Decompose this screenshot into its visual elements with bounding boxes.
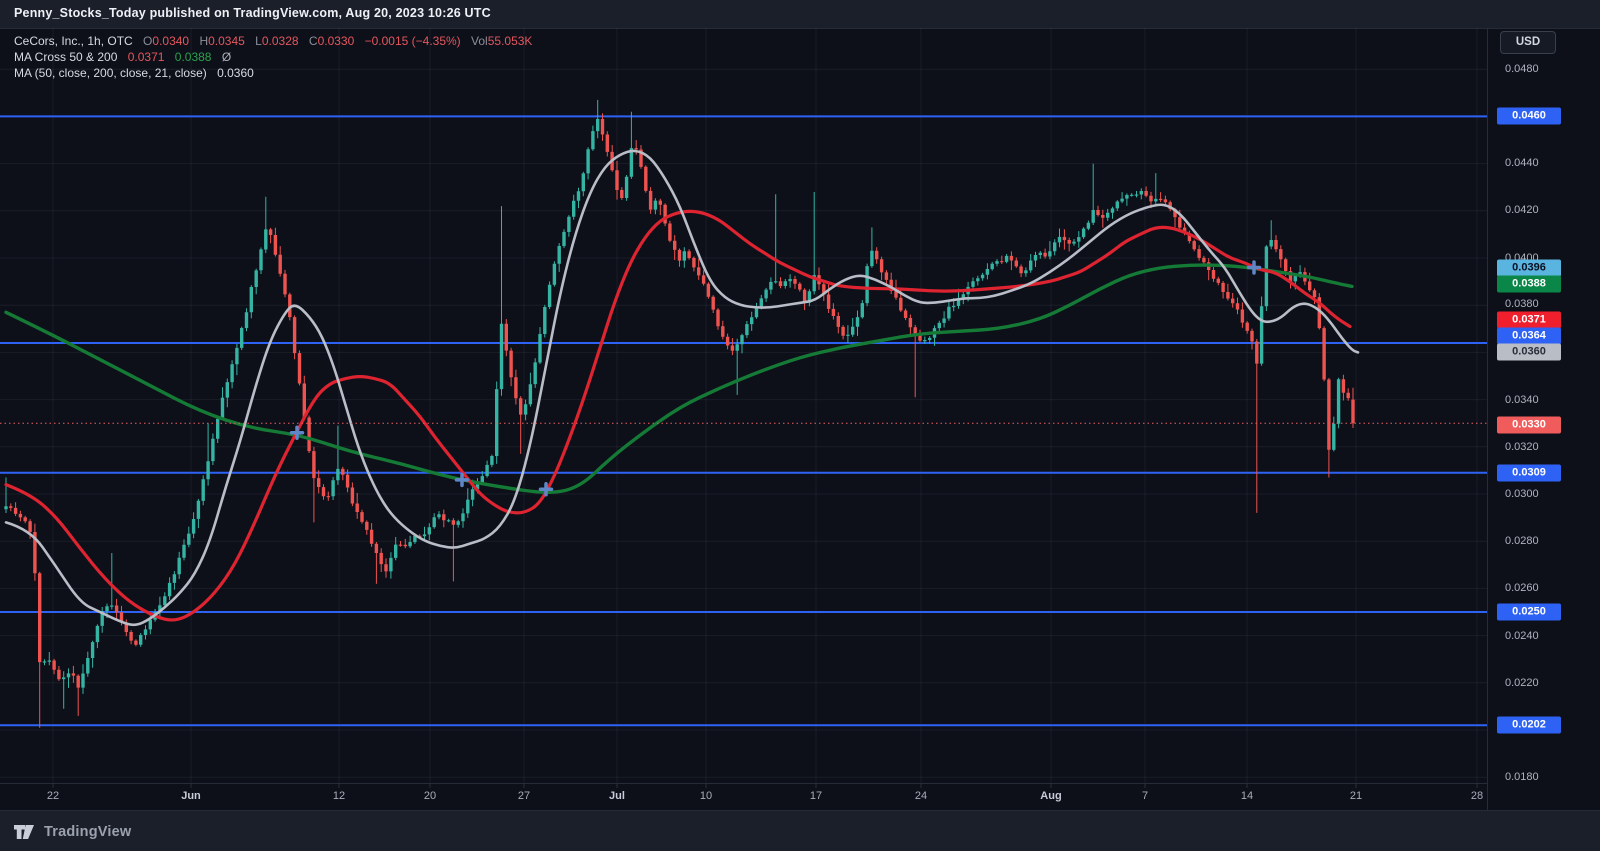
price-tick-label: 0.0220 [1505,677,1539,689]
symbol-title: CeCors, Inc., 1h, OTC [14,34,133,48]
price-badge: 0.0364 [1497,327,1561,345]
time-tick-label: 20 [423,790,437,802]
time-axis[interactable]: 22 Jun 12 20 27 Jul 10 17 24 Aug 7 14 21 28 [0,783,1487,811]
footer-bar: TradingView [0,810,1600,851]
chart-legend: CeCors, Inc., 1h, OTC O0.0340 H0.0345 L0… [14,33,532,81]
legend-symbol-row[interactable]: CeCors, Inc., 1h, OTC O0.0340 H0.0345 L0… [14,33,532,49]
chart-canvas[interactable] [0,0,1487,810]
time-tick-label: 28 [1470,790,1484,802]
ma-title: MA (50, close, 200, close, 21, close) [14,66,207,80]
time-tick-label: 22 [46,790,60,802]
price-tick-label: 0.0380 [1505,298,1539,310]
low-label: L [255,34,262,48]
time-tick-label: Aug [1040,790,1062,802]
price-axis[interactable]: 0.0480 0.0440 0.0420 0.0400 0.0380 0.0340 0.03… [1487,28,1600,810]
change-value: −0.0015 (−4.35%) [364,34,461,48]
volume-value: 55.053K [487,34,533,48]
ma-cross-title: MA Cross 50 & 200 [14,50,118,64]
open-value: 0.0340 [152,34,190,48]
open-label: O [143,34,153,48]
tradingview-logo-link[interactable]: TradingView [12,820,131,844]
price-tick-label: 0.0300 [1505,488,1539,500]
volume-label: Vol [471,34,488,48]
time-tick-label: 17 [809,790,823,802]
price-tick-label: 0.0180 [1505,771,1539,783]
attribution-bar: Penny_Stocks_Today published on TradingV… [0,0,1600,29]
price-tick-label: 0.0340 [1505,394,1539,406]
price-tick-label: 0.0280 [1505,535,1539,547]
price-badge: 0.0371 [1497,311,1561,329]
attribution-text: Penny_Stocks_Today published on TradingV… [14,6,491,20]
time-tick-label: 21 [1349,790,1363,802]
ma-value: 0.0360 [217,66,254,80]
time-tick-label: 10 [699,790,713,802]
time-tick-label: Jun [181,790,201,802]
ma-cross-200-value: 0.0388 [174,50,212,64]
currency-button[interactable]: USD [1500,31,1556,54]
price-badge: 0.0202 [1497,716,1561,734]
price-badge: 0.0330 [1497,416,1561,434]
time-tick-label: Jul [609,790,625,802]
tradingview-logo-icon [14,825,34,839]
legend-ma-cross-row[interactable]: MA Cross 50 & 200 0.0371 0.0388 Ø [14,49,532,65]
time-tick-label: 24 [914,790,928,802]
time-tick-label: 27 [517,790,531,802]
tradingview-brand-text: TradingView [44,824,132,840]
ma-cross-50-value: 0.0371 [127,50,165,64]
price-badge: 0.0460 [1497,107,1561,125]
price-tick-label: 0.0260 [1505,582,1539,594]
high-label: H [199,34,209,48]
price-badge: 0.0388 [1497,275,1561,293]
price-badge: 0.0360 [1497,343,1561,361]
ma-cross-icon: Ø [221,50,232,64]
price-tick-label: 0.0320 [1505,441,1539,453]
close-label: C [308,34,318,48]
close-value: 0.0330 [317,34,355,48]
price-badge: 0.0250 [1497,603,1561,621]
price-tick-label: 0.0480 [1505,63,1539,75]
price-tick-label: 0.0240 [1505,630,1539,642]
high-value: 0.0345 [208,34,245,48]
legend-ma-row[interactable]: MA (50, close, 200, close, 21, close) 0.… [14,65,532,81]
time-tick-label: 14 [1240,790,1254,802]
time-tick-label: 7 [1141,790,1149,802]
price-badge: 0.0396 [1497,259,1561,277]
price-tick-label: 0.0420 [1505,204,1539,216]
time-tick-label: 12 [332,790,346,802]
price-badge: 0.0309 [1497,464,1561,482]
low-value: 0.0328 [261,34,299,48]
price-tick-label: 0.0440 [1505,157,1539,169]
